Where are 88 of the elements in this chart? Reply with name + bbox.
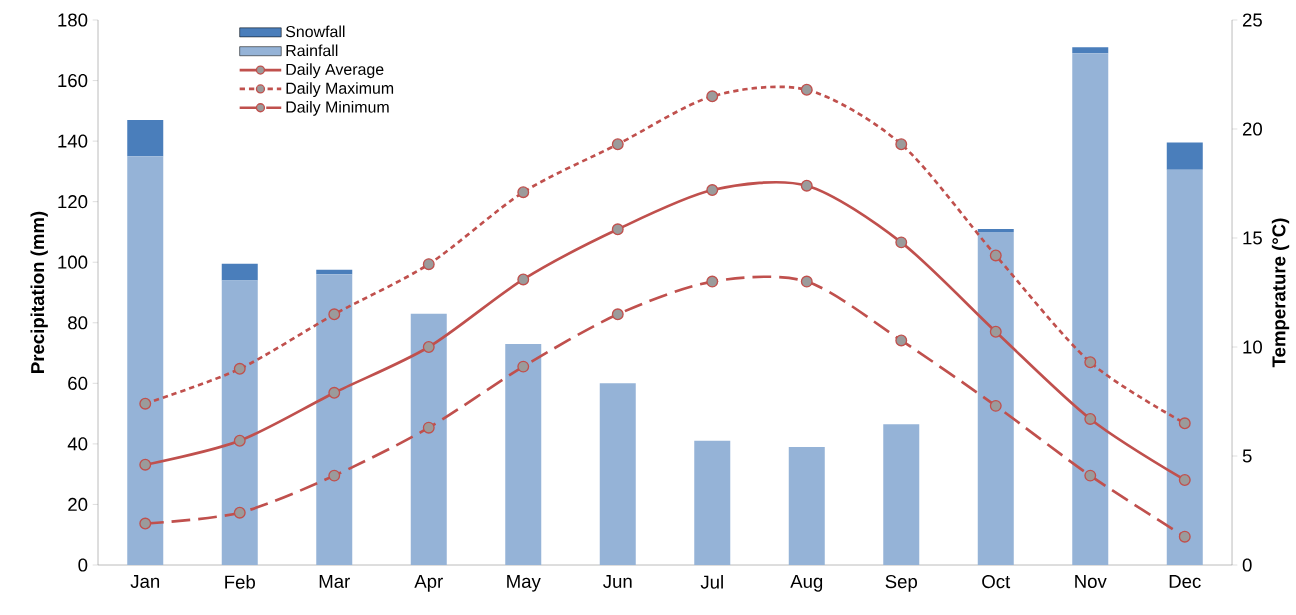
y-tick-label: 20 [68, 497, 88, 512]
y2-tick-label: 5 [1242, 449, 1252, 463]
point [422, 341, 435, 353]
point [1084, 469, 1097, 482]
x-tick-label: Jul [700, 575, 723, 589]
bar [127, 156, 164, 565]
point [517, 360, 530, 373]
y-tick-label: 160 [58, 73, 88, 88]
bar [1072, 53, 1109, 565]
point [328, 308, 341, 321]
x-tick-label: May [507, 575, 541, 592]
y-tick-label: 60 [68, 376, 88, 390]
point [989, 325, 1002, 338]
y-tick-label: 100 [58, 255, 88, 269]
bar [505, 343, 542, 565]
point [800, 275, 813, 288]
bar [221, 263, 258, 281]
point [706, 90, 719, 103]
x-tick-label: Sep [885, 574, 918, 592]
point [1084, 356, 1097, 369]
bar [977, 231, 1014, 565]
bar [1166, 142, 1203, 170]
bar [316, 274, 353, 565]
point [139, 458, 152, 471]
y2-tick-label: 15 [1243, 231, 1262, 245]
point [706, 184, 719, 197]
point [800, 83, 813, 96]
point [233, 362, 246, 375]
point [800, 179, 813, 192]
y2-tick-label: 0 [1242, 558, 1252, 572]
y-tick-label: 120 [58, 195, 88, 209]
point [517, 273, 530, 286]
point [1178, 474, 1191, 486]
y-tick-label: 180 [58, 13, 88, 27]
legend-label: Daily Average [286, 63, 384, 79]
point [1178, 530, 1191, 543]
point [422, 421, 435, 434]
legend-label: Snowfall [285, 25, 345, 38]
point [895, 334, 908, 347]
x-tick-label: Dec [1169, 575, 1201, 588]
point [895, 138, 908, 151]
x-tick-label: Oct [982, 574, 1011, 589]
y-tick-label: 140 [58, 134, 88, 148]
y2-tick-label: 20 [1242, 122, 1262, 136]
point [233, 434, 246, 447]
point [233, 506, 246, 519]
bar [694, 440, 731, 565]
point [611, 308, 624, 321]
point [139, 397, 152, 410]
point [517, 186, 530, 199]
point [139, 517, 152, 530]
legend-label: Daily Maximum [286, 82, 394, 98]
bar [883, 424, 920, 565]
point [328, 469, 341, 482]
point [895, 236, 908, 249]
bar [1072, 47, 1109, 54]
y-tick-label: 0 [78, 558, 88, 572]
bar [599, 383, 636, 565]
y2-tick-label: 10 [1243, 340, 1262, 354]
x-tick-label: Jun [603, 575, 632, 588]
point [328, 386, 341, 399]
x-tick-label: Feb [225, 575, 255, 589]
x-tick-label: Jan [130, 575, 160, 588]
legend-label: Rainfall [286, 44, 338, 57]
bar [977, 228, 1014, 232]
x-tick-label: Nov [1075, 575, 1107, 588]
bar [410, 313, 447, 565]
point [611, 223, 624, 236]
y-tick-label: 80 [68, 316, 88, 330]
point [706, 275, 719, 288]
y-axis-title: Precipitation (mm) [30, 211, 48, 373]
y-tick-label: 40 [67, 437, 88, 451]
y2-tick-label: 25 [1242, 13, 1262, 27]
x-tick-label: Apr [414, 575, 443, 592]
bar [221, 280, 258, 565]
bar [127, 119, 164, 157]
bar [1166, 169, 1203, 565]
point [1178, 417, 1191, 430]
x-tick-label: Aug [790, 575, 823, 592]
point [422, 258, 435, 271]
point [989, 399, 1002, 412]
point [989, 249, 1002, 262]
bar [788, 446, 825, 565]
legend-label: Daily Minimum [286, 101, 389, 116]
x-tick-label: Mar [319, 575, 350, 588]
point [611, 138, 624, 151]
y2-axis-title: Temperature (°C) [1271, 218, 1290, 368]
point [1084, 412, 1097, 425]
